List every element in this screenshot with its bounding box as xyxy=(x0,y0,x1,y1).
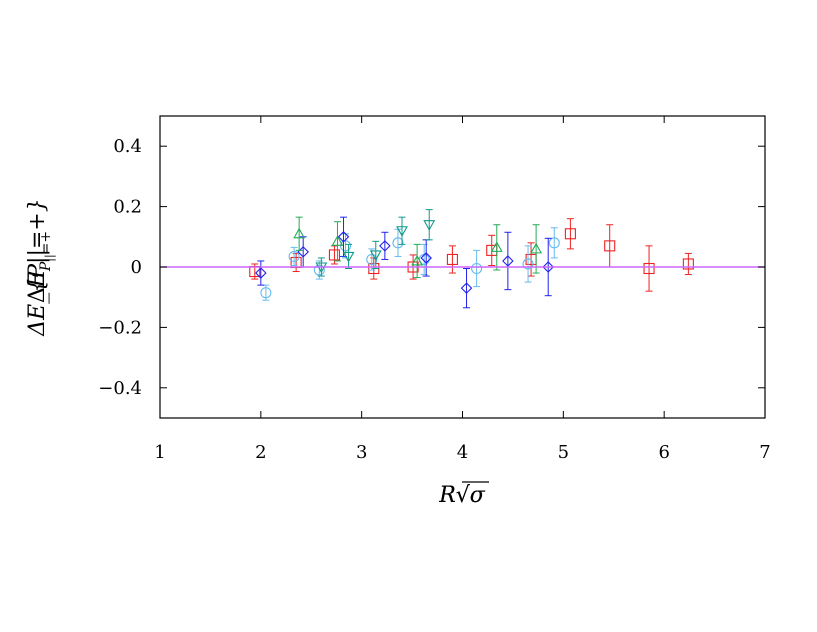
data-point xyxy=(331,221,344,262)
data-point xyxy=(293,216,306,251)
circle-marker xyxy=(260,287,272,299)
data-point xyxy=(342,243,355,270)
y-axis-title: ΔE_{P||=+} ΔEP||=+ xyxy=(25,198,57,336)
data-point xyxy=(392,228,404,257)
triangle-up-marker xyxy=(490,241,503,252)
data-point xyxy=(260,284,272,301)
circle-marker xyxy=(471,262,483,275)
x-axis-title-text: R√σ xyxy=(438,483,486,508)
data-point xyxy=(249,263,261,280)
y-axis: −0.4 −0.2 0 0.2 0.4 xyxy=(98,136,765,399)
square-marker xyxy=(604,240,616,252)
x-axis-title-render: R√σ xyxy=(438,483,486,508)
triangle-down-marker xyxy=(396,226,408,237)
triangle-up-marker xyxy=(293,227,306,239)
circle-marker xyxy=(548,237,560,249)
x-tick-label: 5 xyxy=(558,442,569,463)
data-point xyxy=(530,224,543,274)
data-point xyxy=(411,243,424,279)
data-point xyxy=(297,236,309,268)
y-axis-title-render: ΔEP||=+ xyxy=(25,231,57,303)
series-triangle-up xyxy=(293,216,543,279)
data-point xyxy=(502,231,514,291)
circle-marker xyxy=(366,253,378,266)
data-point xyxy=(548,227,560,259)
circle-marker xyxy=(392,237,404,249)
data-point xyxy=(288,246,300,266)
diamond-marker xyxy=(460,282,473,294)
triangle-up-marker xyxy=(331,235,344,246)
y-tick-label: 0.4 xyxy=(113,136,142,157)
square-marker xyxy=(328,249,340,261)
data-point xyxy=(460,268,473,309)
x-tick-label: 6 xyxy=(658,442,669,463)
data-point xyxy=(564,218,576,250)
square-marker xyxy=(446,253,458,265)
data-point xyxy=(643,245,655,292)
y-tick-label: −0.4 xyxy=(98,378,142,399)
y-tick-label: 0.2 xyxy=(113,197,142,218)
data-point xyxy=(396,216,408,245)
triangle-up-marker xyxy=(530,242,543,254)
data-point xyxy=(369,240,382,270)
series-circle xyxy=(260,227,560,301)
x-tick-label: 2 xyxy=(255,442,266,463)
y-tick-label: 0 xyxy=(131,257,142,278)
data-point xyxy=(255,260,267,286)
data-point xyxy=(682,252,694,276)
data-marks xyxy=(249,209,694,309)
data-point xyxy=(490,224,503,271)
data-point xyxy=(423,209,436,241)
diamond-marker xyxy=(337,231,350,243)
data-point xyxy=(379,231,391,260)
data-point xyxy=(420,239,432,277)
y-axis-title-text: ΔE_{P||=+} xyxy=(25,198,50,336)
data-point xyxy=(604,224,616,268)
x-tick-label: 3 xyxy=(356,442,367,463)
x-tick-label: 4 xyxy=(457,442,468,463)
data-point xyxy=(446,245,458,274)
x-tick-label: 1 xyxy=(154,442,165,463)
diamond-marker xyxy=(420,252,432,264)
data-point xyxy=(522,245,534,283)
diamond-marker xyxy=(542,261,554,273)
triangle-down-marker xyxy=(342,251,355,263)
circle-marker xyxy=(288,250,300,262)
diamond-marker xyxy=(255,267,267,279)
diamond-marker xyxy=(502,255,514,267)
x-tick-label: 7 xyxy=(759,442,770,463)
data-point xyxy=(471,249,483,288)
square-marker xyxy=(643,262,655,275)
triangle-down-marker xyxy=(369,250,382,262)
square-marker xyxy=(564,228,576,240)
circle-marker xyxy=(313,264,325,276)
y-tick-label: −0.2 xyxy=(98,317,142,338)
triangle-up-marker xyxy=(411,254,424,266)
series-square xyxy=(249,218,694,292)
square-marker xyxy=(682,258,694,270)
x-axis-title: R√σ R√σ xyxy=(438,481,489,508)
triangle-down-marker xyxy=(423,220,436,231)
x-axis: 1 2 3 4 5 6 7 xyxy=(154,116,771,463)
circle-marker xyxy=(522,258,534,270)
diamond-marker xyxy=(379,240,391,252)
data-point xyxy=(418,243,430,276)
